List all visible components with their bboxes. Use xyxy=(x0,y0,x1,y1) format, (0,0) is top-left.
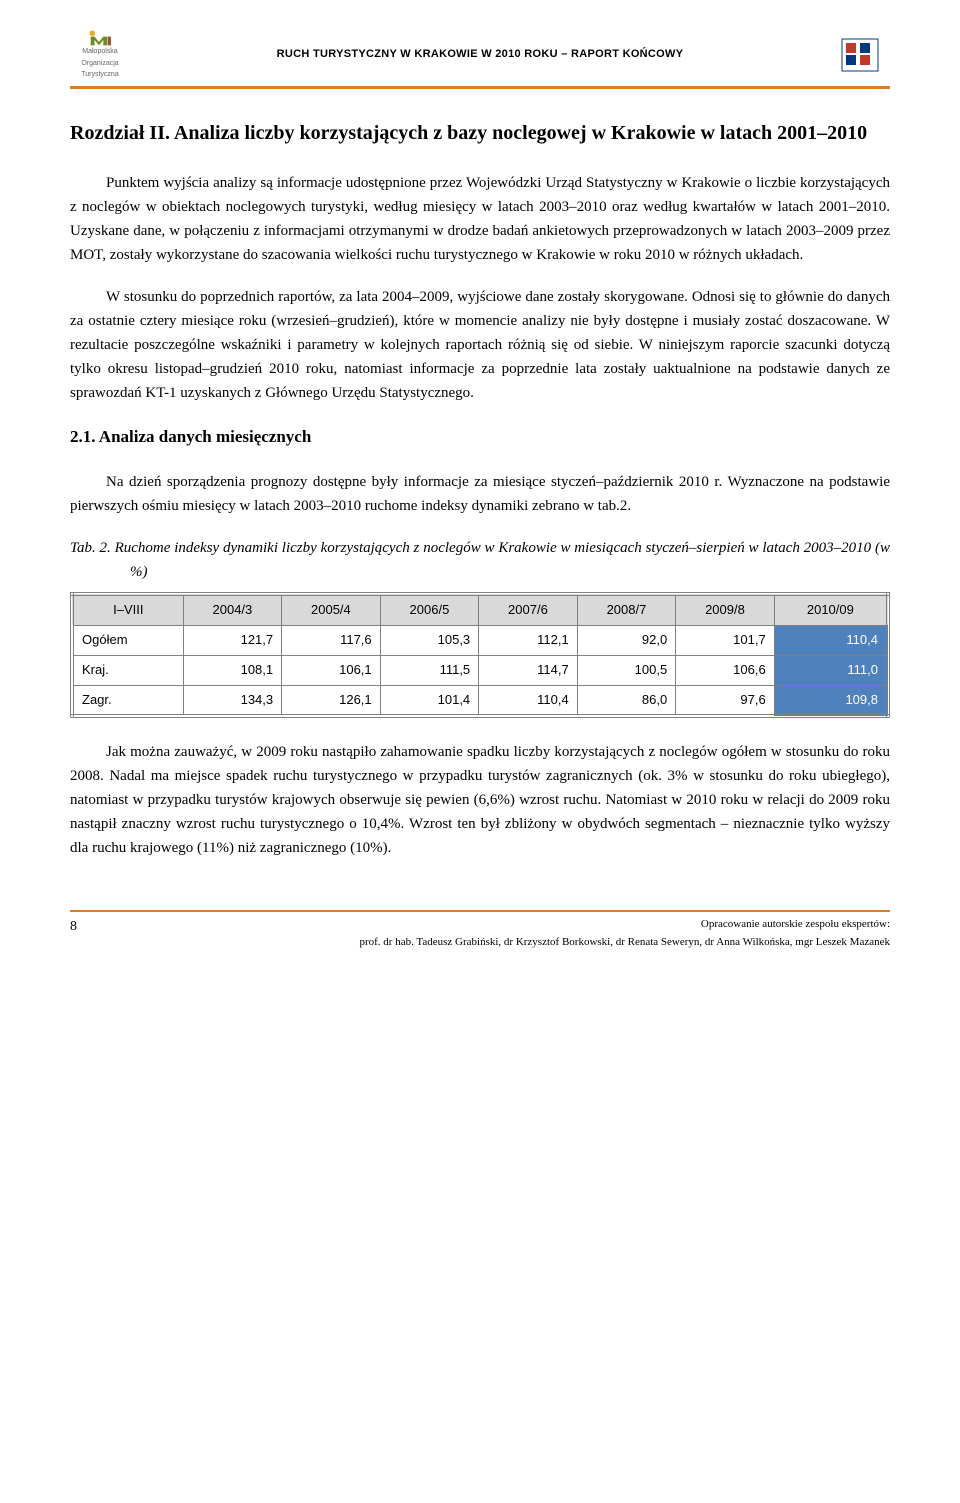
cell: 97,6 xyxy=(676,685,775,716)
footer-credits: Opracowanie autorskie zespołu ekspertów:… xyxy=(100,916,890,951)
header-report-title: RUCH TURYSTYCZNY W KRAKOWIE W 2010 ROKU … xyxy=(130,46,830,64)
col-header: 2005/4 xyxy=(282,594,381,625)
cell: 105,3 xyxy=(380,625,479,655)
col-header: 2009/8 xyxy=(676,594,775,625)
cell: 114,7 xyxy=(479,655,578,685)
cell: 86,0 xyxy=(577,685,676,716)
cell: 101,7 xyxy=(676,625,775,655)
cell: 106,1 xyxy=(282,655,381,685)
cell: 100,5 xyxy=(577,655,676,685)
cell-highlight: 109,8 xyxy=(774,685,888,716)
table-2-caption: Tab. 2. Ruchome indeksy dynamiki liczby … xyxy=(70,536,890,584)
page-header: Małopolska Organizacja Turystyczna RUCH … xyxy=(70,30,890,86)
paragraph-2: W stosunku do poprzednich raportów, za l… xyxy=(70,285,890,405)
page-footer: 8 Opracowanie autorskie zespołu ekspertó… xyxy=(70,910,890,951)
mot-logo: Małopolska Organizacja Turystyczna xyxy=(70,30,130,80)
page-number: 8 xyxy=(70,916,100,938)
cell: 117,6 xyxy=(282,625,381,655)
cell: 92,0 xyxy=(577,625,676,655)
header-divider xyxy=(70,86,890,89)
table-row: Zagr. 134,3 126,1 101,4 110,4 86,0 97,6 … xyxy=(72,685,888,716)
row-label: Kraj. xyxy=(72,655,183,685)
cell: 121,7 xyxy=(183,625,282,655)
cell: 111,5 xyxy=(380,655,479,685)
chapter-title: Rozdział II. Analiza liczby korzystający… xyxy=(70,119,890,147)
col-header: I–VIII xyxy=(72,594,183,625)
section-heading: 2.1. Analiza danych miesięcznych xyxy=(70,423,890,450)
cell-highlight: 111,0 xyxy=(774,655,888,685)
mot-logo-icon xyxy=(78,30,122,46)
table-header-row: I–VIII 2004/3 2005/4 2006/5 2007/6 2008/… xyxy=(72,594,888,625)
cell: 101,4 xyxy=(380,685,479,716)
cell: 110,4 xyxy=(479,685,578,716)
cell-highlight: 110,4 xyxy=(774,625,888,655)
paragraph-4: Jak można zauważyć, w 2009 roku nastąpił… xyxy=(70,740,890,860)
cell: 108,1 xyxy=(183,655,282,685)
cell: 112,1 xyxy=(479,625,578,655)
row-label: Ogółem xyxy=(72,625,183,655)
footer-line-2: prof. dr hab. Tadeusz Grabiński, dr Krzy… xyxy=(100,934,890,952)
table-2: I–VIII 2004/3 2005/4 2006/5 2007/6 2008/… xyxy=(70,592,890,718)
cracovia-logo xyxy=(830,30,890,80)
row-label: Zagr. xyxy=(72,685,183,716)
col-header: 2007/6 xyxy=(479,594,578,625)
mot-logo-text-3: Turystyczna xyxy=(81,69,118,80)
cracovia-logo-icon xyxy=(838,35,882,75)
col-header: 2006/5 xyxy=(380,594,479,625)
col-header: 2008/7 xyxy=(577,594,676,625)
col-header: 2010/09 xyxy=(774,594,888,625)
table-row: Ogółem 121,7 117,6 105,3 112,1 92,0 101,… xyxy=(72,625,888,655)
paragraph-3: Na dzień sporządzenia prognozy dostępne … xyxy=(70,470,890,518)
col-header: 2004/3 xyxy=(183,594,282,625)
footer-line-1: Opracowanie autorskie zespołu ekspertów: xyxy=(100,916,890,934)
mot-logo-text-2: Organizacja xyxy=(81,58,118,69)
cell: 106,6 xyxy=(676,655,775,685)
cell: 134,3 xyxy=(183,685,282,716)
cell: 126,1 xyxy=(282,685,381,716)
table-row: Kraj. 108,1 106,1 111,5 114,7 100,5 106,… xyxy=(72,655,888,685)
paragraph-1: Punktem wyjścia analizy są informacje ud… xyxy=(70,171,890,267)
mot-logo-text-1: Małopolska xyxy=(82,46,117,57)
